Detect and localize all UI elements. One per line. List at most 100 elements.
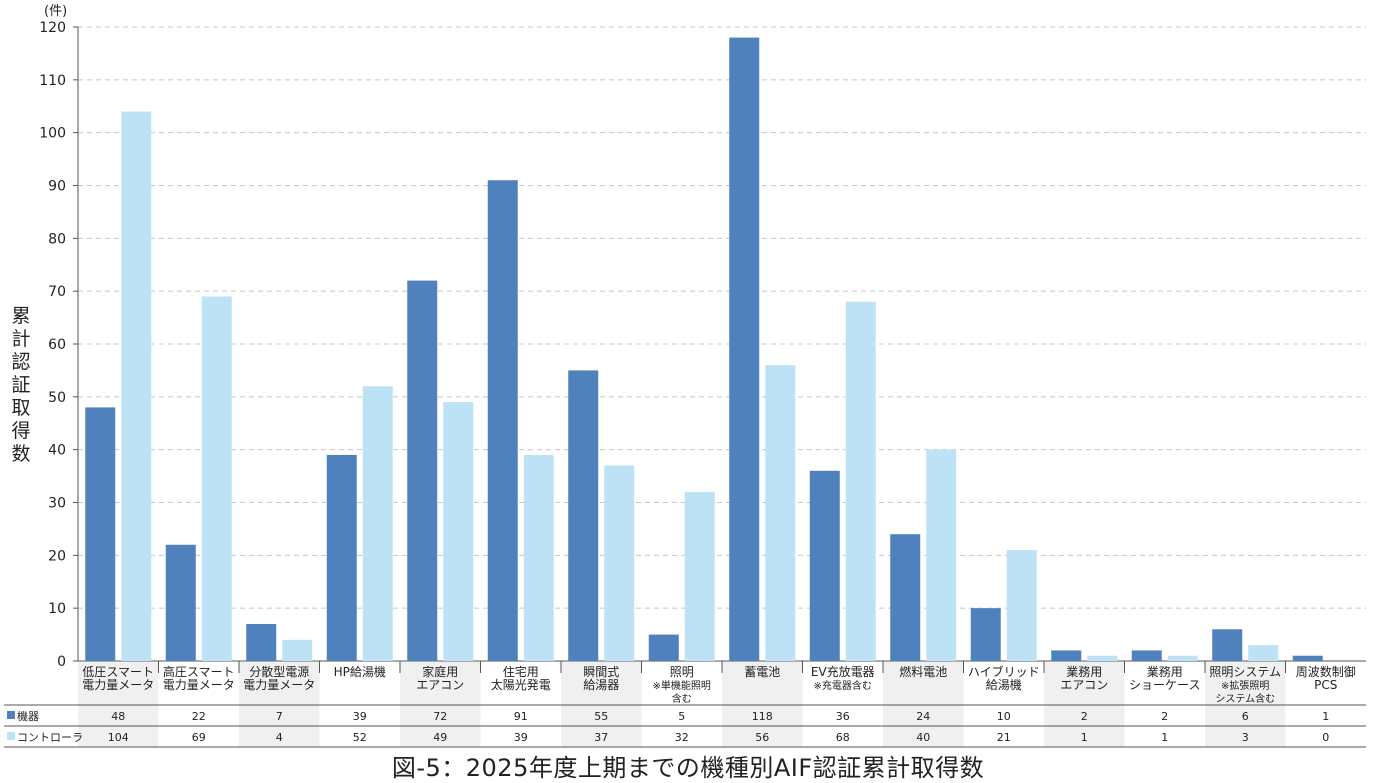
table-value: 22 <box>192 710 206 723</box>
table-value: 5 <box>678 710 685 723</box>
category-label: 家庭用 <box>422 664 458 679</box>
table-value: 104 <box>108 731 129 744</box>
bar-device <box>407 280 438 661</box>
bar-device <box>809 470 840 661</box>
table-value: 21 <box>997 731 1011 744</box>
chart-title: 図-5：2025年度上期までの機種別AIF認証累計取得数 <box>391 754 985 782</box>
category-label: 照明 <box>670 665 694 679</box>
bar-controller <box>765 365 796 661</box>
category-band <box>400 662 481 705</box>
bar-controller <box>443 402 474 661</box>
bar-controller <box>926 449 957 661</box>
table-value: 1 <box>1322 710 1329 723</box>
table-value: 49 <box>433 731 447 744</box>
category-band <box>561 662 642 705</box>
y-tick-label: 10 <box>48 601 66 617</box>
table-value: 24 <box>916 710 930 723</box>
y-tick-label: 120 <box>39 20 66 36</box>
y-tick-label: 20 <box>48 548 66 564</box>
table-value: 2 <box>1161 710 1168 723</box>
category-label: ※単機能照明 <box>653 679 711 692</box>
category-label: 電力量メータ <box>243 678 315 692</box>
table-value: 37 <box>594 731 608 744</box>
bar-device <box>1051 650 1082 661</box>
category-label: エアコン <box>416 678 464 692</box>
y-tick-label: 100 <box>39 126 66 142</box>
bar-device <box>487 180 518 661</box>
y-tick-label: 0 <box>57 654 66 670</box>
category-band <box>239 662 320 705</box>
category-label: 高圧スマート <box>163 664 235 679</box>
bar-device <box>246 624 277 661</box>
category-label: システム含む <box>1215 692 1275 705</box>
table-value: 39 <box>514 731 528 744</box>
legend-swatch <box>7 711 15 719</box>
bar-device <box>568 370 599 661</box>
category-band <box>722 662 803 705</box>
bar-device <box>970 608 1001 661</box>
table-value: 3 <box>1242 731 1249 744</box>
bar-device <box>1292 655 1323 661</box>
category-band <box>78 662 159 705</box>
table-value: 48 <box>111 710 125 723</box>
table-value: 0 <box>1322 731 1329 744</box>
table-value: 68 <box>836 731 850 744</box>
category-label: ※充電器含む <box>814 679 872 692</box>
table-value: 69 <box>192 731 206 744</box>
table-value: 39 <box>353 710 367 723</box>
category-label: 住宅用 <box>503 664 539 679</box>
bar-device <box>85 407 116 661</box>
bar-controller <box>201 296 232 661</box>
table-value: 7 <box>276 710 283 723</box>
bar-device <box>890 534 921 661</box>
legend-label: コントローラ <box>17 731 83 744</box>
bar-controller <box>604 465 635 661</box>
bar-device <box>1131 650 1162 661</box>
bar-device <box>648 634 679 661</box>
table-value: 40 <box>916 731 930 744</box>
category-label: PCS <box>1314 678 1337 692</box>
bar-device <box>165 544 196 661</box>
table-value: 91 <box>514 710 528 723</box>
y-tick-label: 90 <box>48 179 66 195</box>
table-value: 1 <box>1081 731 1088 744</box>
category-label: 照明システム <box>1209 665 1281 679</box>
category-label: 周波数制御 <box>1296 664 1356 679</box>
category-band <box>883 662 964 705</box>
category-label: 燃料電池 <box>899 664 947 679</box>
bar-controller <box>282 639 313 661</box>
bar-device <box>326 454 357 661</box>
category-label: 業務用 <box>1066 665 1102 679</box>
table-value: 10 <box>997 710 1011 723</box>
y-tick-label: 70 <box>48 284 66 300</box>
category-label: 低圧スマート <box>82 665 154 679</box>
table-value: 1 <box>1161 731 1168 744</box>
category-label: 瞬間式 <box>583 665 619 679</box>
category-label: 給湯器 <box>583 678 619 692</box>
bar-device <box>729 37 760 662</box>
bar-controller <box>362 386 393 661</box>
category-label: 蓄電池 <box>744 665 780 679</box>
y-tick-label: 80 <box>48 231 66 247</box>
category-label: 太陽光発電 <box>491 677 551 692</box>
bar-controller <box>1087 655 1118 661</box>
legend-label: 機器 <box>17 709 39 723</box>
category-label: 分散型電源 <box>249 664 309 679</box>
bar-controller <box>845 301 876 661</box>
category-label: 含む <box>672 692 692 705</box>
category-label: 電力量メータ <box>163 678 235 692</box>
category-label: ※拡張照明 <box>1221 679 1269 692</box>
y-tick-label: 30 <box>48 496 66 512</box>
table-value: 32 <box>675 731 689 744</box>
bar-device <box>1212 629 1243 661</box>
y-tick-label: 50 <box>48 390 66 406</box>
category-band <box>1044 662 1125 705</box>
table-value: 72 <box>433 710 447 723</box>
y-tick-label: 110 <box>39 73 66 89</box>
bar-controller <box>1167 655 1198 661</box>
y-tick-label: 40 <box>48 443 66 459</box>
category-label: ショーケース <box>1129 678 1200 692</box>
table-value: 55 <box>594 710 608 723</box>
bar-controller <box>684 491 715 661</box>
